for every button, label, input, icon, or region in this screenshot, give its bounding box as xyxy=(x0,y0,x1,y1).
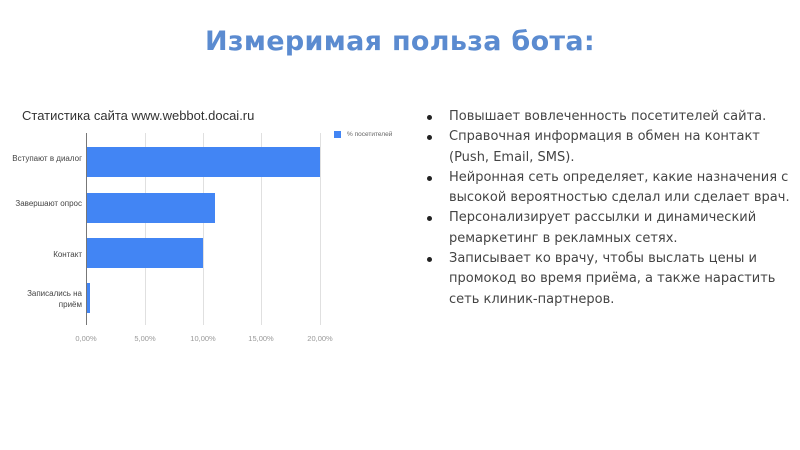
bullet-icon xyxy=(427,257,432,263)
bullet-icon xyxy=(427,216,432,222)
category-label: Контакт xyxy=(53,250,82,259)
slide-title: Измеримая польза бота: xyxy=(205,26,595,57)
bar-3 xyxy=(86,283,90,313)
x-tick: 0,00% xyxy=(75,334,97,343)
bullet-icon xyxy=(427,175,432,181)
chart-title: Статистика сайта www.webbot.docai.ru xyxy=(22,108,255,123)
gridline xyxy=(261,133,262,325)
bullet-item: Нейронная сеть определяет, какие назначе… xyxy=(425,168,795,209)
bullet-item: Записывает ко врачу, чтобы выслать цены … xyxy=(425,249,795,310)
bullet-item: Повышает вовлеченность посетителей сайта… xyxy=(425,107,795,127)
category-label: Завершают опрос xyxy=(15,199,82,208)
gridline xyxy=(203,133,204,325)
bullet-item: Справочная информация в обмен на контакт… xyxy=(425,127,795,168)
bar-chart: Статистика сайта www.webbot.docai.ru % п… xyxy=(0,100,410,360)
bullet-icon xyxy=(427,115,432,120)
plot-area xyxy=(86,133,326,325)
x-tick: 10,00% xyxy=(190,334,216,343)
bullet-icon xyxy=(427,135,432,141)
x-tick: 20,00% xyxy=(307,334,333,343)
gridline xyxy=(145,133,146,325)
legend-label: % посетителей xyxy=(347,131,393,138)
bar-1 xyxy=(86,193,215,223)
benefits-list: Повышает вовлеченность посетителей сайта… xyxy=(425,107,795,310)
category-label: Вступают в диалог xyxy=(12,154,82,163)
y-axis-line xyxy=(86,133,87,325)
x-tick: 5,00% xyxy=(134,334,156,343)
bar-0 xyxy=(86,147,320,177)
x-tick: 15,00% xyxy=(248,334,274,343)
bar-2 xyxy=(86,238,203,268)
legend-swatch xyxy=(334,131,341,138)
chart-legend: % посетителей xyxy=(334,131,392,138)
category-label: Записались на приём xyxy=(27,289,82,309)
bullet-item: Персонализирует рассылки и динамический … xyxy=(425,208,795,249)
gridline xyxy=(320,133,321,325)
